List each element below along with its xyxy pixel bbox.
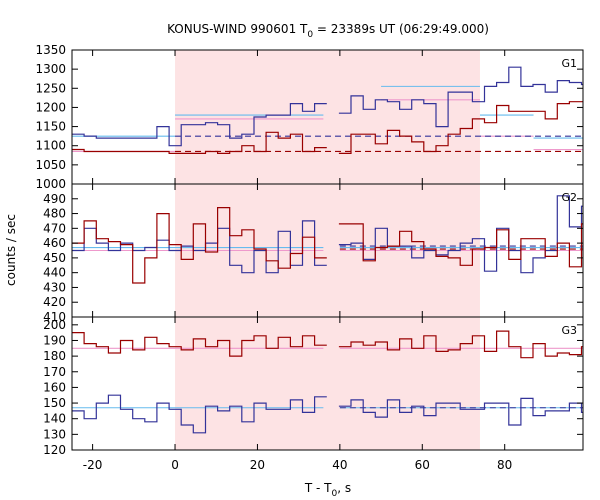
x-tick-label: 20 — [250, 458, 265, 472]
y-tick-label: 450 — [43, 251, 66, 265]
y-tick-label: 1200 — [35, 100, 66, 114]
y-tick-label: 410 — [43, 310, 66, 324]
series-dark_blue-g1 — [72, 66, 583, 147]
y-tick-label: 190 — [43, 333, 66, 347]
x-tick-label: 0 — [171, 458, 179, 472]
y-axis-label: counts / sec — [4, 214, 18, 286]
y-tick-label: 140 — [43, 412, 66, 426]
x-axis-label: T - T0, s — [304, 481, 351, 499]
panel-label: G3 — [561, 324, 577, 337]
series-dark_red-g2 — [72, 207, 583, 284]
y-tick-label: 130 — [43, 427, 66, 441]
y-tick-label: 490 — [43, 192, 66, 206]
chart-title: KONUS-WIND 990601 T0 = 23389s UT (06:29:… — [167, 22, 489, 40]
series-dark_blue-g3 — [72, 394, 583, 434]
series-dark_red-g3 — [72, 330, 583, 359]
panel-g1-data — [72, 66, 583, 154]
y-tick-label: 420 — [43, 295, 66, 309]
y-tick-label: 460 — [43, 236, 66, 250]
y-tick-label: 1100 — [35, 139, 66, 153]
x-tick-label: 80 — [497, 458, 512, 472]
y-tick-label: 120 — [43, 443, 66, 457]
y-tick-label: 170 — [43, 365, 66, 379]
y-tick-label: 1250 — [35, 81, 66, 95]
panel-g1: 1000 1050 1100 1150 1200 1250 1300 1350 G1 — [35, 43, 584, 191]
plot-area: 10001050110011501200125013001350G1410420… — [35, 43, 584, 472]
y-tick-label: 1300 — [35, 62, 66, 76]
y-tick-label: 440 — [43, 266, 66, 280]
series-dark_red-g1 — [72, 101, 583, 154]
panel-g2-data — [72, 195, 583, 284]
y-tick-label: 200 — [43, 318, 66, 332]
y-tick-label: 180 — [43, 349, 66, 363]
y-tick-label: 1000 — [35, 177, 66, 191]
y-tick-label: 1350 — [35, 43, 66, 57]
panel-label: G2 — [561, 191, 577, 204]
y-tick-label: 470 — [43, 221, 66, 235]
y-tick-label: 1150 — [35, 120, 66, 134]
x-tick-label: 60 — [415, 458, 430, 472]
y-tick-label: 480 — [43, 207, 66, 221]
y-tick-label: 1050 — [35, 158, 66, 172]
panel-frame — [71, 316, 584, 451]
panel-label: G1 — [561, 57, 577, 70]
y-tick-label: 430 — [43, 280, 66, 294]
y-tick-label: 160 — [43, 380, 66, 394]
x-tick-label: -20 — [83, 458, 103, 472]
panel-g3-data — [72, 330, 583, 434]
x-tick-label: 40 — [332, 458, 347, 472]
y-tick-label: 150 — [43, 396, 66, 410]
